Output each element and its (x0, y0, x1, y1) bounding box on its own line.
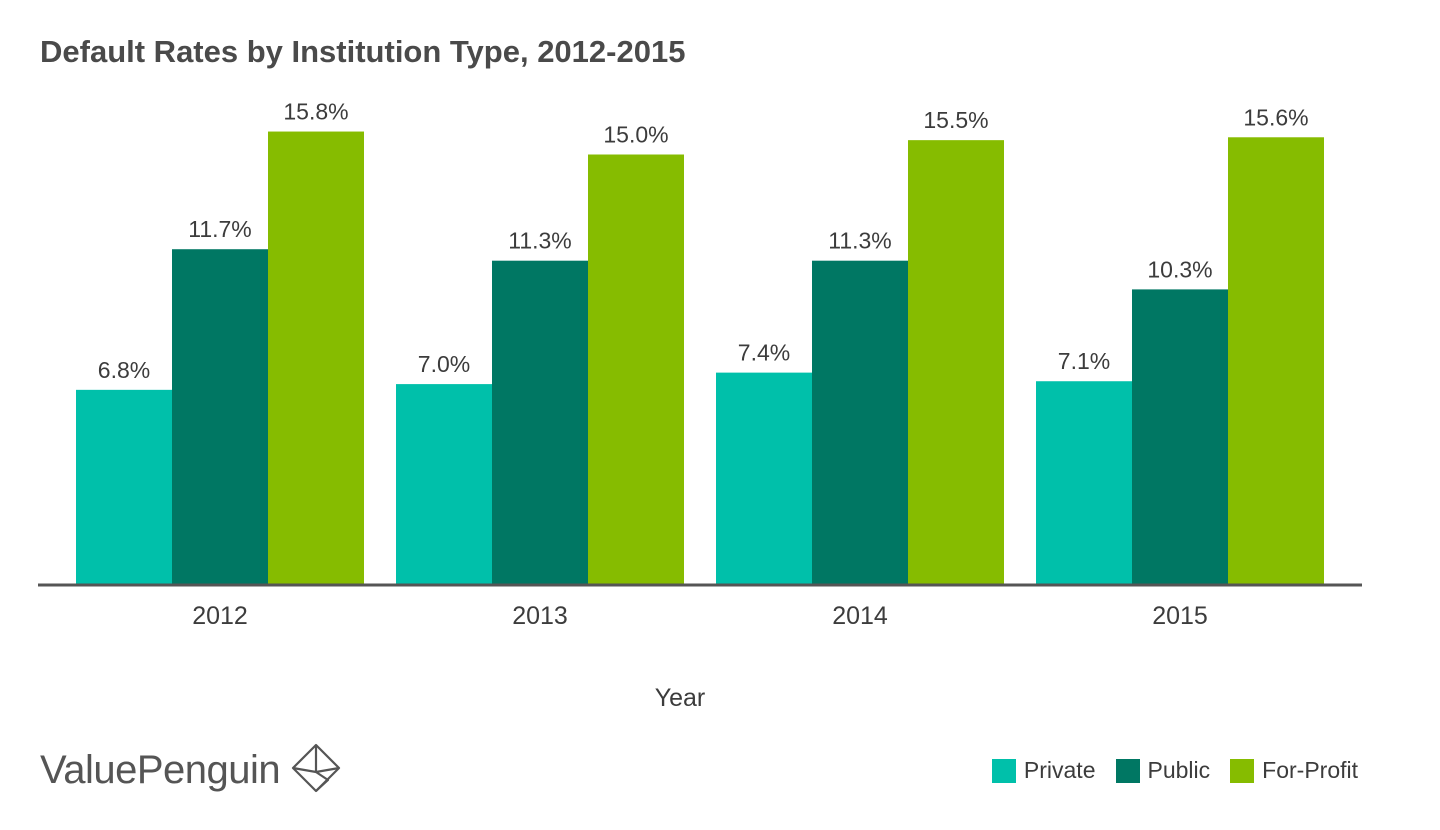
data-label-private-2012: 6.8% (98, 357, 150, 383)
x-tick-label-2013: 2013 (512, 602, 568, 630)
bar-for-profit-2014 (908, 140, 1004, 585)
legend-label-private: Private (1023, 757, 1096, 783)
x-tick-label-2014: 2014 (832, 602, 888, 630)
bar-for-profit-2013 (588, 154, 684, 585)
data-label-for-profit-2013: 15.0% (603, 122, 668, 148)
chart-title: Default Rates by Institution Type, 2012-… (40, 34, 686, 69)
chart-legend: Private Public For-Profit (991, 757, 1358, 784)
x-tick-label-2012: 2012 (192, 602, 248, 630)
bar-private-2015 (1036, 381, 1132, 585)
data-label-for-profit-2014: 15.5% (923, 107, 988, 133)
legend-item-for-profit: For-Profit (1230, 757, 1358, 784)
labels-layer: 6.8% 11.7% 15.8% 2012 7.0% 11.3% 15.0% 2013 7.4%… (98, 99, 1309, 630)
bar-for-profit-2015 (1228, 137, 1324, 585)
legend-item-private: Private (991, 757, 1096, 784)
data-label-public-2012: 11.7% (188, 216, 252, 242)
x-tick-label-2015: 2015 (1152, 602, 1208, 630)
bar-private-2012 (76, 389, 172, 585)
legend-swatch-public (1115, 758, 1140, 783)
data-label-private-2014: 7.4% (738, 340, 790, 366)
x-axis-title: Year (655, 684, 706, 712)
data-label-private-2015: 7.1% (1058, 348, 1110, 374)
legend-label-public: Public (1147, 757, 1211, 783)
bar-public-2015 (1132, 289, 1228, 585)
bar-private-2013 (396, 384, 492, 585)
data-label-private-2013: 7.0% (418, 351, 470, 377)
legend-item-public: Public (1115, 757, 1211, 784)
bar-public-2014 (812, 260, 908, 585)
data-label-for-profit-2012: 15.8% (283, 99, 348, 125)
legend-swatch-for-profit (1230, 758, 1255, 783)
data-label-public-2013: 11.3% (508, 228, 572, 254)
bar-private-2014 (716, 372, 812, 585)
data-label-public-2015: 10.3% (1147, 256, 1212, 282)
legend-label-for-profit: For-Profit (1262, 757, 1358, 783)
data-label-public-2014: 11.3% (828, 228, 892, 254)
diamond-logo-icon (290, 742, 342, 799)
data-label-for-profit-2015: 15.6% (1243, 104, 1308, 130)
brand-logo: ValuePenguin (40, 742, 342, 799)
bars-layer (76, 131, 1324, 586)
legend-swatch-private (991, 758, 1016, 783)
bar-public-2012 (172, 249, 268, 585)
bar-public-2013 (492, 260, 588, 585)
bar-for-profit-2012 (268, 131, 364, 586)
brand-name: ValuePenguin (40, 748, 281, 792)
